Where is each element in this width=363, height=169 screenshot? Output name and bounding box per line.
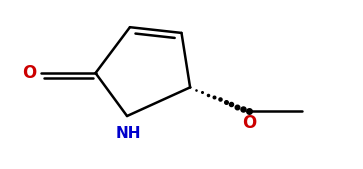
Text: O: O <box>22 64 37 82</box>
Text: NH: NH <box>115 126 141 141</box>
Text: O: O <box>242 114 256 132</box>
